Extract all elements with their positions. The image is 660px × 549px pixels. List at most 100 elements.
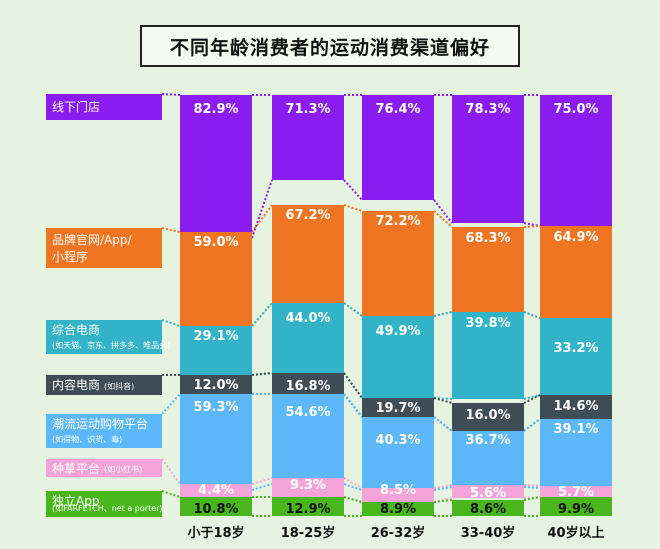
connector-line	[161, 93, 181, 96]
connector-line	[433, 311, 453, 317]
bar-segment	[272, 303, 344, 373]
bar-segment	[180, 95, 252, 238]
bar-segment	[452, 227, 524, 312]
legend-label: 综合电商	[52, 322, 100, 337]
bar-segment	[272, 478, 344, 497]
connector-line	[433, 397, 453, 400]
bar-segment	[540, 497, 612, 516]
bar-segment	[180, 394, 252, 490]
connector-line	[161, 319, 181, 327]
bar-segment	[540, 419, 612, 488]
connector-line	[343, 393, 363, 418]
connector-line	[251, 204, 273, 233]
connector-line	[343, 302, 363, 317]
legend-swatch	[46, 414, 162, 448]
bar-segment	[180, 484, 252, 497]
connector-line	[523, 418, 541, 432]
data-label: 59.3%	[193, 400, 238, 415]
connector-line	[523, 311, 541, 319]
connector-line	[161, 490, 181, 498]
legend-sublabel: (如得物、识货、毒)	[52, 434, 122, 444]
bar-segment	[362, 502, 434, 516]
data-label: 16.8%	[285, 379, 330, 394]
connector-line	[161, 458, 181, 485]
bar-segment	[272, 394, 344, 484]
data-label: 67.2%	[285, 208, 330, 223]
data-label: 49.9%	[375, 324, 420, 339]
connector-line	[523, 225, 541, 228]
bar-segment	[452, 431, 524, 487]
data-label: 9.3%	[290, 478, 326, 493]
data-label: 19.7%	[375, 401, 420, 416]
data-label: 8.6%	[470, 502, 506, 517]
bar-segment	[452, 95, 524, 223]
bar-segment	[362, 95, 434, 200]
data-label: 36.7%	[465, 433, 510, 448]
bar-segment	[540, 226, 612, 318]
connector-line	[433, 499, 453, 503]
data-label: 5.7%	[558, 485, 594, 500]
bar-segment	[362, 211, 434, 316]
bar-segment	[540, 95, 612, 226]
data-label: 12.9%	[285, 502, 330, 517]
legend-label: 种草平台	[52, 461, 100, 476]
connector-line	[523, 394, 541, 400]
bar-segment	[452, 312, 524, 399]
data-label: 10.8%	[193, 502, 238, 517]
data-label: 4.4%	[198, 483, 234, 498]
connector-line	[523, 486, 541, 489]
connector-line	[343, 496, 363, 503]
connector-line	[343, 477, 363, 489]
bar-segment	[362, 488, 434, 502]
connector-line	[343, 302, 363, 317]
data-label: 54.6%	[285, 405, 330, 420]
bar-segment	[540, 395, 612, 419]
legend-label: 独立App	[52, 493, 99, 508]
connector-line	[523, 496, 541, 501]
legend-label: 小程序	[52, 249, 88, 264]
legend-swatch	[46, 94, 162, 120]
bar-segment	[540, 486, 612, 497]
connector-line	[343, 372, 363, 399]
bar-segment	[362, 316, 434, 398]
data-label: 72.2%	[375, 214, 420, 229]
x-tick-label: 小于18岁	[187, 525, 244, 541]
bar-segment	[272, 205, 344, 303]
data-label: 12.0%	[193, 378, 238, 393]
x-tick-label: 33-40岁	[461, 525, 516, 541]
data-label: 44.0%	[285, 311, 330, 326]
bar-segment	[452, 500, 524, 516]
connector-line	[433, 199, 453, 224]
data-label: 8.5%	[380, 483, 416, 498]
data-label: 39.1%	[553, 422, 598, 437]
bar-segment	[452, 403, 524, 431]
connector-line	[433, 416, 453, 432]
bar-segment	[540, 318, 612, 395]
data-label: 39.8%	[465, 316, 510, 331]
bar-segment	[180, 232, 252, 326]
connector-line	[251, 372, 273, 376]
connector-line	[523, 484, 541, 487]
connector-line	[161, 393, 181, 415]
data-label: 40.3%	[375, 433, 420, 448]
data-label: 29.1%	[193, 329, 238, 344]
x-tick-label: 26-32岁	[371, 525, 426, 541]
data-label: 5.6%	[470, 486, 506, 501]
data-label: 78.3%	[465, 102, 510, 117]
data-label: 8.9%	[380, 502, 416, 517]
data-label: 16.0%	[465, 408, 510, 423]
x-tick-label: 18-25岁	[281, 525, 336, 541]
bar-segment	[362, 398, 434, 417]
connector-line	[433, 210, 453, 228]
data-label: 82.9%	[193, 102, 238, 117]
connector-line	[433, 484, 453, 489]
legend-swatch	[46, 459, 162, 477]
data-label: 14.6%	[553, 399, 598, 414]
connector-line	[433, 486, 453, 491]
x-tick-label: 40岁以上	[547, 525, 604, 541]
bar-segment	[272, 497, 344, 516]
bar-segment	[272, 373, 344, 394]
bar-segment	[272, 95, 344, 180]
